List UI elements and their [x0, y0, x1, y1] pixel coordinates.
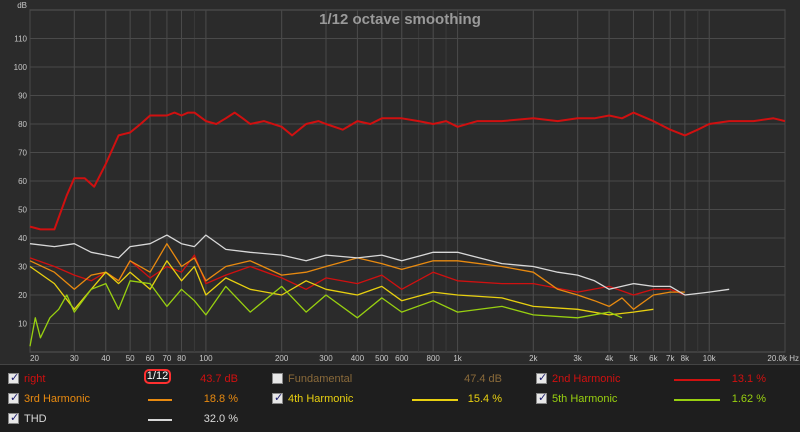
legend-value-5th-harmonic: 1.62 % — [731, 393, 766, 405]
legend-value-2nd-harmonic: 13.1 % — [731, 373, 766, 385]
legend-value-thd: 32.0 % — [203, 413, 238, 425]
x-tick-label: 300 — [319, 354, 333, 363]
y-tick-label: 80 — [18, 120, 27, 129]
checkbox-4th-harmonic[interactable]: ✓ — [272, 391, 284, 404]
legend-swatch-3rd-harmonic — [148, 399, 172, 401]
legend-label-right: right — [24, 373, 46, 385]
checkbox-3rd-harmonic[interactable]: ✓ — [8, 391, 20, 404]
legend-item-3rd-harmonic[interactable]: ✓ 3rd Harmonic 18.8 % — [8, 390, 238, 408]
y-tick-label: 20 — [18, 291, 27, 300]
legend-panel: ✓ right 43.7 dB Fundamental 47.4 dB ✓ 2n… — [0, 364, 800, 432]
legend-item-right[interactable]: ✓ right 43.7 dB — [8, 370, 238, 388]
frequency-response-chart: 10 20 30 40 50 60 70 80 90 100 110 dB 20 30 40 50 60 70 80… — [14, 1, 799, 363]
legend-label-fundamental: Fundamental — [288, 373, 353, 385]
legend-label-4th-harmonic: 4th Harmonic — [288, 393, 354, 405]
x-tick-label: 80 — [177, 354, 186, 363]
legend-item-fundamental[interactable]: Fundamental 47.4 dB — [272, 370, 502, 388]
x-tick-label: 1k — [453, 354, 462, 363]
x-tick-label: 7k — [666, 354, 675, 363]
y-tick-label: 110 — [14, 35, 27, 44]
x-tick-label: 4k — [605, 354, 614, 363]
x-tick-label: 8k — [681, 354, 690, 363]
x-tick-label: 60 — [146, 354, 155, 363]
x-tick-label: 40 — [101, 354, 110, 363]
checkbox-right[interactable]: ✓ — [8, 371, 20, 384]
x-tick-label: 6k — [649, 354, 658, 363]
series-line-3rd-harmonic — [29, 243, 685, 310]
smoothing-selector[interactable]: 1/12 — [144, 369, 171, 384]
y-tick-label: 70 — [18, 149, 27, 158]
x-tick-label: 70 — [162, 354, 171, 363]
legend-item-thd[interactable]: ✓ THD 32.0 % — [8, 410, 238, 428]
y-tick-label: 90 — [18, 92, 27, 101]
legend-label-thd: THD — [24, 413, 47, 425]
x-tick-label: 500 — [375, 354, 389, 363]
legend-label-2nd-harmonic: 2nd Harmonic — [552, 373, 621, 385]
y-tick-label: 40 — [18, 234, 27, 243]
legend-item-4th-harmonic[interactable]: ✓ 4th Harmonic 15.4 % — [272, 390, 502, 408]
y-tick-label: 100 — [14, 63, 28, 72]
x-tick-label: 100 — [199, 354, 213, 363]
legend-value-right: 43.7 dB — [200, 373, 238, 385]
legend-label-5th-harmonic: 5th Harmonic — [552, 393, 618, 405]
x-tick-label: 30 — [70, 354, 79, 363]
checkbox-2nd-harmonic[interactable]: ✓ — [536, 371, 548, 384]
legend-value-3rd-harmonic: 18.8 % — [203, 393, 238, 405]
y-axis-label: dB — [17, 1, 27, 10]
checkbox-5th-harmonic[interactable]: ✓ — [536, 391, 548, 404]
chart-title: 1/12 octave smoothing — [319, 11, 481, 28]
legend-label-3rd-harmonic: 3rd Harmonic — [24, 393, 91, 405]
x-tick-label: 5k — [629, 354, 638, 363]
x-tick-label: 10k — [703, 354, 717, 363]
legend-swatch-2nd-harmonic — [674, 379, 720, 381]
series-line-right — [29, 111, 786, 231]
y-tick-label: 60 — [18, 177, 27, 186]
y-tick-label: 30 — [18, 263, 27, 272]
legend-swatch-5th-harmonic — [674, 399, 720, 401]
x-tick-label: 20 — [30, 354, 39, 363]
legend-swatch-thd — [148, 419, 172, 421]
series-line-4th-harmonic — [29, 260, 654, 316]
checkbox-thd[interactable]: ✓ — [8, 411, 20, 424]
checkbox-fundamental[interactable] — [272, 373, 283, 384]
x-tick-label: 800 — [427, 354, 441, 363]
series-line-thd — [29, 234, 730, 296]
x-tick-label: 200 — [275, 354, 289, 363]
x-tick-label: 50 — [126, 354, 135, 363]
legend-value-fundamental: 47.4 dB — [464, 373, 502, 385]
x-tick-label: 3k — [573, 354, 582, 363]
series-line-5th-harmonic — [29, 280, 623, 347]
x-tick-label: 400 — [351, 354, 365, 363]
legend-item-2nd-harmonic[interactable]: ✓ 2nd Harmonic 13.1 % — [536, 370, 766, 388]
legend-value-4th-harmonic: 15.4 % — [467, 393, 502, 405]
x-tick-label: 20.0k Hz — [767, 354, 799, 363]
legend-swatch-4th-harmonic — [412, 399, 458, 401]
y-tick-label: 50 — [18, 206, 27, 215]
y-tick-label: 10 — [18, 320, 27, 329]
x-tick-label: 600 — [395, 354, 409, 363]
legend-item-5th-harmonic[interactable]: ✓ 5th Harmonic 1.62 % — [536, 390, 766, 408]
x-tick-label: 2k — [529, 354, 538, 363]
